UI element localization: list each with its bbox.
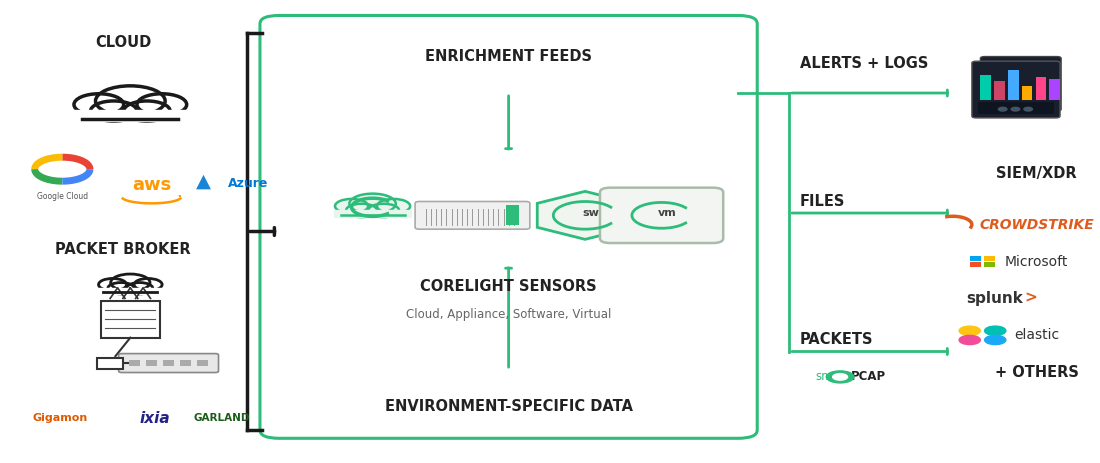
Bar bbox=[983, 262, 996, 267]
Circle shape bbox=[377, 199, 410, 213]
Text: Cloud, Appliance, Software, Virtual: Cloud, Appliance, Software, Virtual bbox=[406, 308, 612, 321]
Text: Azure: Azure bbox=[228, 176, 268, 189]
Circle shape bbox=[74, 94, 123, 115]
Bar bbox=[506, 205, 519, 225]
Text: splunk: splunk bbox=[966, 291, 1023, 306]
Circle shape bbox=[833, 374, 847, 380]
Text: ALERTS + LOGS: ALERTS + LOGS bbox=[800, 56, 928, 70]
Circle shape bbox=[108, 282, 134, 294]
Circle shape bbox=[826, 371, 854, 383]
Circle shape bbox=[90, 101, 138, 121]
Bar bbox=[73, 110, 188, 121]
Text: FILES: FILES bbox=[800, 194, 845, 209]
Bar bbox=[978, 102, 1054, 114]
Bar bbox=[130, 360, 140, 366]
Text: Google Cloud: Google Cloud bbox=[36, 193, 88, 201]
Text: smart: smart bbox=[815, 370, 849, 383]
Text: >: > bbox=[1024, 291, 1036, 306]
Polygon shape bbox=[537, 191, 632, 239]
FancyBboxPatch shape bbox=[119, 354, 219, 373]
Circle shape bbox=[336, 199, 368, 213]
Bar bbox=[983, 256, 996, 261]
Circle shape bbox=[126, 282, 153, 294]
Circle shape bbox=[134, 278, 162, 291]
Bar bbox=[180, 360, 191, 366]
Circle shape bbox=[111, 274, 150, 291]
Text: aws: aws bbox=[132, 176, 172, 194]
Text: vm: vm bbox=[658, 208, 676, 218]
Text: CROWDSTRIKE: CROWDSTRIKE bbox=[979, 218, 1094, 232]
Circle shape bbox=[1011, 107, 1020, 111]
Text: Gigamon: Gigamon bbox=[33, 413, 88, 424]
FancyBboxPatch shape bbox=[415, 201, 530, 229]
Circle shape bbox=[959, 326, 980, 335]
Bar bbox=[970, 262, 981, 267]
Text: ▲: ▲ bbox=[196, 171, 211, 190]
Text: ENVIRONMENT-SPECIFIC DATA: ENVIRONMENT-SPECIFIC DATA bbox=[385, 400, 632, 414]
Circle shape bbox=[123, 101, 170, 121]
Text: GARLAND: GARLAND bbox=[194, 413, 250, 424]
Bar bbox=[163, 360, 174, 366]
Text: PACKETS: PACKETS bbox=[800, 332, 873, 347]
Circle shape bbox=[999, 107, 1007, 111]
FancyBboxPatch shape bbox=[980, 56, 1062, 111]
Text: SIEM/XDR: SIEM/XDR bbox=[997, 166, 1077, 181]
Circle shape bbox=[138, 94, 187, 115]
Text: + OTHERS: + OTHERS bbox=[994, 365, 1079, 380]
Circle shape bbox=[984, 326, 1005, 335]
Bar bbox=[1049, 79, 1060, 100]
Circle shape bbox=[984, 335, 1005, 344]
Text: Microsoft: Microsoft bbox=[1005, 255, 1068, 269]
Circle shape bbox=[350, 194, 396, 214]
Circle shape bbox=[346, 204, 377, 217]
Text: sw: sw bbox=[582, 208, 598, 218]
Bar bbox=[970, 256, 981, 261]
Bar bbox=[146, 360, 157, 366]
Circle shape bbox=[99, 278, 127, 291]
Circle shape bbox=[96, 86, 165, 116]
Text: CLOUD: CLOUD bbox=[95, 35, 151, 50]
Bar bbox=[98, 288, 163, 294]
Bar bbox=[101, 301, 160, 338]
Circle shape bbox=[959, 335, 980, 344]
Circle shape bbox=[1024, 107, 1033, 111]
Circle shape bbox=[368, 204, 399, 217]
FancyBboxPatch shape bbox=[972, 61, 1060, 118]
Bar bbox=[980, 75, 991, 100]
Bar bbox=[1008, 70, 1019, 100]
Text: elastic: elastic bbox=[1014, 328, 1059, 342]
Bar bbox=[1035, 77, 1046, 100]
Bar bbox=[1022, 86, 1033, 100]
Text: PCAP: PCAP bbox=[850, 370, 886, 383]
Bar bbox=[197, 360, 208, 366]
Bar bbox=[334, 210, 411, 217]
Text: ixia: ixia bbox=[140, 411, 170, 426]
Text: CORELIGHT SENSORS: CORELIGHT SENSORS bbox=[420, 279, 597, 294]
FancyBboxPatch shape bbox=[600, 188, 723, 243]
Text: PACKET BROKER: PACKET BROKER bbox=[55, 243, 190, 257]
Text: ENRICHMENT FEEDS: ENRICHMENT FEEDS bbox=[425, 49, 592, 63]
Bar bbox=[994, 81, 1004, 100]
